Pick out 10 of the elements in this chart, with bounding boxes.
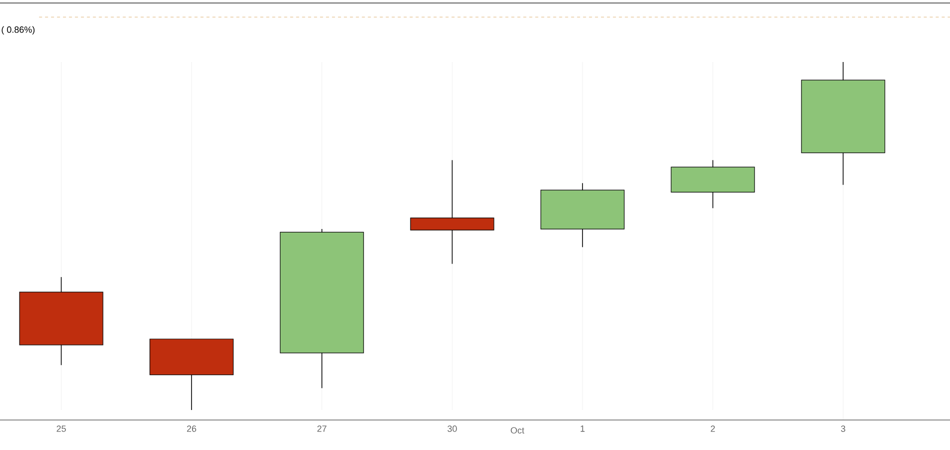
- candlestick: [410, 160, 494, 264]
- text: Oct: [510, 427, 524, 434]
- x-tick-label: 1: [580, 426, 585, 432]
- x-tick-label: 3: [841, 426, 846, 432]
- x-tick-label: 25: [56, 426, 66, 432]
- x-tick-label: 27: [317, 426, 326, 432]
- x-tick-label: 26: [187, 426, 196, 432]
- text: ( 0.86%): [2, 26, 35, 35]
- x-tick-label: 2: [710, 426, 715, 432]
- x-tick-label: 30: [448, 426, 457, 432]
